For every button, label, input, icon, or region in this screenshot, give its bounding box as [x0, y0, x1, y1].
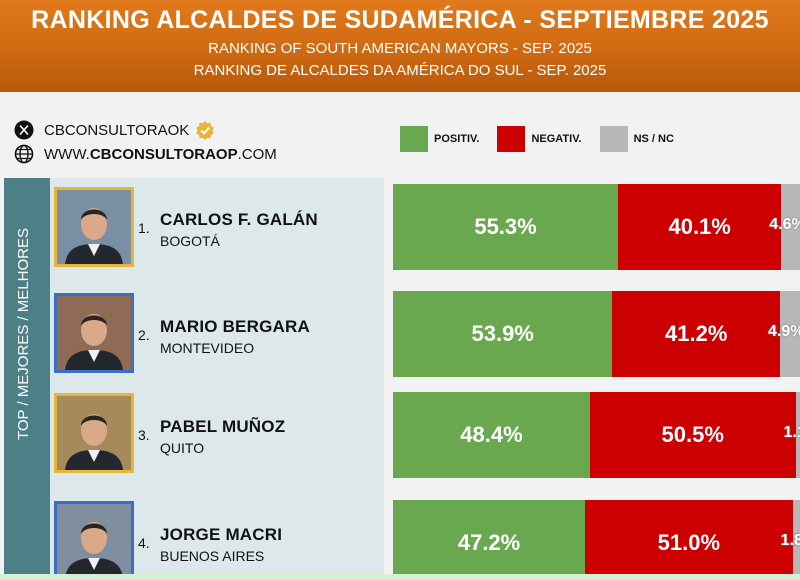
verified-badge-icon — [196, 121, 215, 140]
rank-number: 4. — [138, 535, 150, 551]
legend-swatch-positive — [400, 126, 428, 152]
mayor-city: QUITO — [160, 440, 205, 456]
approval-bar: 55.3% 40.1% — [393, 184, 800, 270]
bar-ns — [780, 291, 800, 377]
mayor-name: PABEL MUÑOZ — [160, 417, 286, 436]
legend-label-positive: POSITIV. — [434, 133, 480, 145]
bar-negative: 50.5% — [589, 392, 796, 478]
legend: POSITIV. NEGATIV. NS / NC — [400, 126, 692, 152]
x-logo-icon — [14, 120, 34, 140]
x-handle-row[interactable]: CBCONSULTORAOK — [14, 118, 277, 142]
person-silhouette-icon — [57, 190, 131, 264]
rank-number: 3. — [138, 427, 150, 443]
bar-ns — [795, 392, 800, 478]
mayor-city: MONTEVIDEO — [160, 340, 255, 356]
bar-negative: 41.2% — [612, 291, 781, 377]
bar-ns — [781, 184, 800, 270]
bar-positive: 53.9% — [393, 291, 613, 377]
mayor-name: CARLOS F. GALÁN — [160, 210, 318, 229]
bar-ns-label: 4.9% — [768, 323, 800, 340]
bottom-strip — [0, 574, 800, 580]
mayor-photo-2 — [54, 293, 134, 373]
person-silhouette-icon — [57, 504, 131, 578]
mayor-photo-4 — [54, 501, 134, 580]
category-sidebar — [4, 178, 50, 580]
mayor-name: MARIO BERGARA — [160, 317, 310, 336]
legend-swatch-negative — [497, 126, 526, 152]
person-silhouette-icon — [57, 396, 131, 470]
bar-positive: 47.2% — [393, 500, 586, 580]
rank-number: 2. — [138, 327, 150, 343]
bar-ns-label: 4.6% — [769, 216, 800, 233]
subtitle-portuguese: RANKING DE ALCALDES DA AMÉRICA DO SUL - … — [193, 62, 607, 79]
legend-swatch-ns — [599, 126, 628, 152]
bar-positive: 48.4% — [393, 392, 590, 478]
legend-label-negative: NEGATIV. — [531, 133, 582, 145]
mayor-photo-1 — [54, 187, 134, 267]
header-banner: RANKING ALCALDES DE SUDAMÉRICA - SEPTIEM… — [0, 0, 800, 92]
rank-number: 1. — [138, 220, 150, 236]
subtitle-english: RANKING OF SOUTH AMERICAN MAYORS - SEP. … — [208, 40, 592, 57]
globe-icon — [14, 144, 34, 164]
approval-bar: 48.4% 50.5% — [393, 392, 800, 478]
website-row[interactable]: WWW.CBCONSULTORAOP.COM — [14, 142, 277, 166]
website-link[interactable]: WWW.CBCONSULTORAOP.COM — [44, 145, 277, 163]
person-silhouette-icon — [57, 296, 131, 370]
approval-bar: 47.2% 51.0% — [393, 500, 800, 580]
bar-ns — [792, 500, 800, 580]
approval-bar: 53.9% 41.2% — [393, 291, 800, 377]
bar-ns-label: 1.1% — [783, 424, 800, 441]
contact-info: CBCONSULTORAOK WWW.CBCONSULTORAOP.COM — [14, 118, 277, 166]
mayor-city: BUENOS AIRES — [160, 548, 265, 564]
page-title: RANKING ALCALDES DE SUDAMÉRICA - SEPTIEM… — [31, 6, 769, 34]
mayor-name: JORGE MACRI — [160, 525, 283, 544]
legend-label-ns: NS / NC — [633, 133, 674, 145]
bar-negative: 40.1% — [618, 184, 782, 270]
sidebar-label: TOP / MEJORES / MELHORES — [15, 228, 32, 440]
bar-positive: 55.3% — [393, 184, 619, 270]
mayor-photo-3 — [54, 393, 134, 473]
bar-ns-label: 1.8% — [780, 532, 800, 549]
bar-negative: 51.0% — [585, 500, 793, 580]
mayor-city: BOGOTÁ — [160, 233, 220, 249]
x-handle: CBCONSULTORAOK — [44, 121, 190, 139]
